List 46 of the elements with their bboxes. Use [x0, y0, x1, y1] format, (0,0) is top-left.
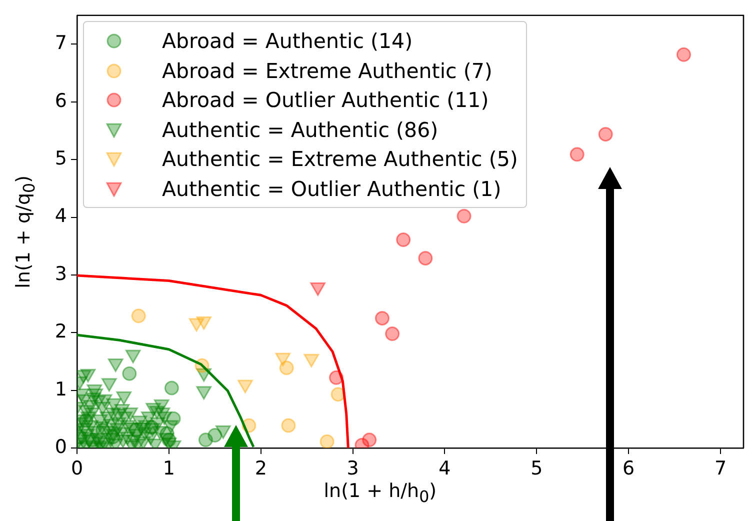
point [374, 310, 390, 326]
y-tick-label: 3 [54, 262, 67, 285]
point [78, 413, 94, 428]
point [85, 432, 100, 448]
point [164, 380, 179, 396]
x-axis-title: ln(1 + h/h$_{0}$) [324, 480, 437, 506]
point [456, 208, 472, 224]
point [162, 432, 176, 448]
point [279, 360, 294, 376]
point [281, 418, 296, 433]
point [362, 432, 377, 448]
y-tick-label: 5 [54, 148, 67, 170]
legend-label: Authentic = Extreme Authentic (5) [162, 147, 518, 172]
point [676, 47, 691, 62]
legend-label: Abroad = Extreme Authentic (7) [162, 58, 492, 83]
point [418, 250, 433, 266]
point [144, 420, 159, 434]
point [122, 366, 137, 381]
x-tick-label: 0 [70, 457, 84, 480]
y-tick-label: 7 [54, 32, 67, 54]
x-tick-label: 1 [162, 457, 175, 480]
x-tick-label: 3 [346, 457, 359, 480]
point [396, 232, 411, 248]
point [330, 387, 346, 402]
y-tick-label: 2 [54, 320, 67, 343]
x-tick-label: 6 [622, 457, 635, 480]
legend-label: Authentic = Outlier Authentic (1) [162, 176, 502, 201]
point [385, 326, 400, 342]
x-tick-label: 2 [254, 457, 267, 480]
legend-label: Abroad = Authentic (14) [162, 29, 413, 54]
point [598, 126, 613, 142]
legend-label: Abroad = Outlier Authentic (11) [162, 88, 489, 112]
y-tick-label: 4 [54, 205, 67, 228]
point [208, 428, 222, 443]
point [166, 411, 181, 426]
point [131, 308, 146, 324]
x-tick-label: 5 [530, 457, 543, 480]
y-tick-label: 0 [54, 436, 67, 458]
point [320, 434, 334, 448]
x-tick-label: 7 [714, 457, 727, 480]
y-tick-label: 1 [54, 378, 67, 400]
point [128, 422, 144, 438]
point [570, 147, 584, 162]
y-tick-label: 6 [54, 90, 67, 112]
legend-label: Authentic = Authentic (86) [162, 118, 438, 142]
x-tick-label: 4 [438, 457, 451, 480]
